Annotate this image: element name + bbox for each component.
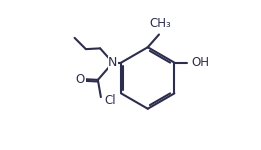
Text: CH₃: CH₃ bbox=[149, 17, 171, 30]
Text: N: N bbox=[108, 56, 117, 69]
Text: Cl: Cl bbox=[105, 94, 116, 107]
Text: OH: OH bbox=[191, 56, 209, 69]
Text: O: O bbox=[76, 73, 85, 86]
